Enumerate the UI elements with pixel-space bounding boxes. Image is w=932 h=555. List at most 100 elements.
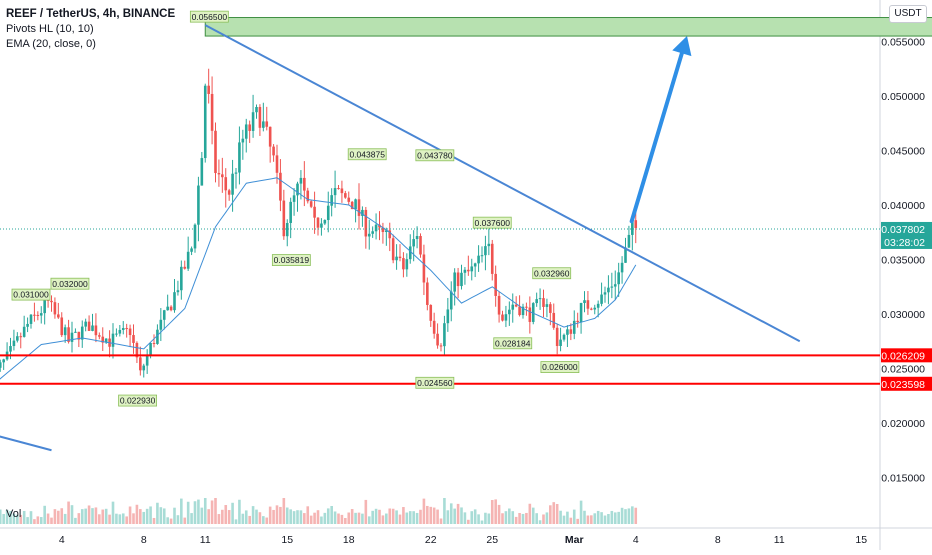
volume-bar xyxy=(521,513,525,524)
y-tick-label: 0.055000 xyxy=(881,37,925,49)
volume-bar xyxy=(576,518,579,524)
volume-bar xyxy=(422,498,426,524)
candle-body xyxy=(210,93,214,131)
candle-body xyxy=(480,255,484,257)
x-tick-label: 15 xyxy=(281,534,293,546)
volume-bar xyxy=(552,502,556,524)
candle-body xyxy=(67,327,70,342)
currency-button[interactable]: USDT xyxy=(889,5,927,23)
volume-bar xyxy=(555,503,559,524)
candle-body xyxy=(176,290,180,293)
candle-body xyxy=(207,85,210,94)
volume-bar xyxy=(607,514,610,524)
volume-bar xyxy=(511,511,515,524)
candle-body xyxy=(128,328,132,336)
pivots-indicator-label[interactable]: Pivots HL (10, 10) xyxy=(6,23,94,35)
volume-bar xyxy=(385,513,388,524)
candle-body xyxy=(470,266,474,272)
candle-body xyxy=(183,266,187,269)
candle-body xyxy=(12,340,16,347)
volume-bar xyxy=(378,509,381,524)
candle-body xyxy=(255,107,258,113)
volume-bar xyxy=(296,510,299,524)
candle-body xyxy=(583,300,586,304)
candle-body xyxy=(422,254,426,283)
candle-body xyxy=(453,272,456,292)
candle-body xyxy=(326,205,330,221)
candle-body xyxy=(115,333,118,335)
volume-bar xyxy=(292,511,296,524)
candle-body xyxy=(364,209,368,237)
candle-body xyxy=(477,255,480,264)
candle-body xyxy=(634,220,638,228)
candle-body xyxy=(135,342,139,358)
candle-body xyxy=(197,185,200,225)
candle-body xyxy=(251,112,255,131)
breakout-arrow-head xyxy=(672,36,692,57)
candle-body xyxy=(562,334,566,340)
volume-bar xyxy=(183,517,187,524)
candle-body xyxy=(473,263,477,267)
volume-bar xyxy=(357,512,361,524)
candle-body xyxy=(501,314,504,321)
ema-indicator-label[interactable]: EMA (20, close, 0) xyxy=(6,38,96,50)
volume-bar xyxy=(446,510,450,524)
pivot-label-text: 0.031000 xyxy=(13,290,49,300)
candle-body xyxy=(53,302,57,315)
volume-bar xyxy=(231,502,234,524)
volume-bar xyxy=(569,517,573,524)
chart-legend: REEF / TetherUS, 4h, BINANCE Pivots HL (… xyxy=(6,7,175,52)
candle-body xyxy=(361,209,364,216)
volume-bar xyxy=(132,513,135,524)
candle-body xyxy=(63,327,67,336)
pivot-label-box xyxy=(532,267,572,280)
volume-bar xyxy=(166,517,169,524)
volume-bar xyxy=(456,503,460,524)
volume-bar xyxy=(16,514,19,524)
volume-bar xyxy=(439,518,443,524)
candle-body xyxy=(538,298,542,300)
symbol-title[interactable]: REEF / TetherUS, 4h, BINANCE xyxy=(6,8,176,20)
candle-body xyxy=(350,201,354,210)
candle-body xyxy=(624,247,627,263)
y-tick-label: 0.030000 xyxy=(881,309,925,321)
volume-bar xyxy=(176,515,180,524)
volume-bar xyxy=(145,508,149,524)
volume-bar xyxy=(545,512,549,524)
candle-body xyxy=(415,236,419,240)
volume-bar xyxy=(234,519,238,524)
candle-body xyxy=(545,304,549,307)
candle-body xyxy=(282,200,286,237)
volume-bar xyxy=(330,506,333,524)
pivot-label-text: 0.037600 xyxy=(475,218,511,228)
volume-bar xyxy=(542,514,545,524)
candle-body xyxy=(241,138,245,143)
candle-body xyxy=(313,206,316,218)
volume-bar xyxy=(460,507,463,524)
support-price-badge-bg xyxy=(881,376,932,391)
volume-bar xyxy=(142,511,146,524)
volume-bar xyxy=(244,510,248,524)
volume-bar xyxy=(549,505,552,524)
candle-body xyxy=(145,354,149,366)
volume-bar xyxy=(528,503,532,524)
candles-group xyxy=(0,68,880,524)
volume-bar xyxy=(121,513,125,524)
candle-body xyxy=(9,346,12,352)
volume-bar xyxy=(74,517,77,524)
candle-body xyxy=(43,299,46,314)
volume-bar xyxy=(333,511,337,524)
candle-body xyxy=(367,233,371,237)
candle-body xyxy=(111,333,115,347)
candle-body xyxy=(306,190,310,202)
candle-body xyxy=(296,183,299,196)
candle-body xyxy=(374,224,378,232)
candle-body xyxy=(528,307,532,322)
volume-bar xyxy=(268,506,272,524)
candle-countdown: 03:28:02 xyxy=(884,237,925,249)
candle-body xyxy=(234,172,238,174)
volume-bar xyxy=(87,505,91,524)
volume-bar xyxy=(251,506,255,524)
